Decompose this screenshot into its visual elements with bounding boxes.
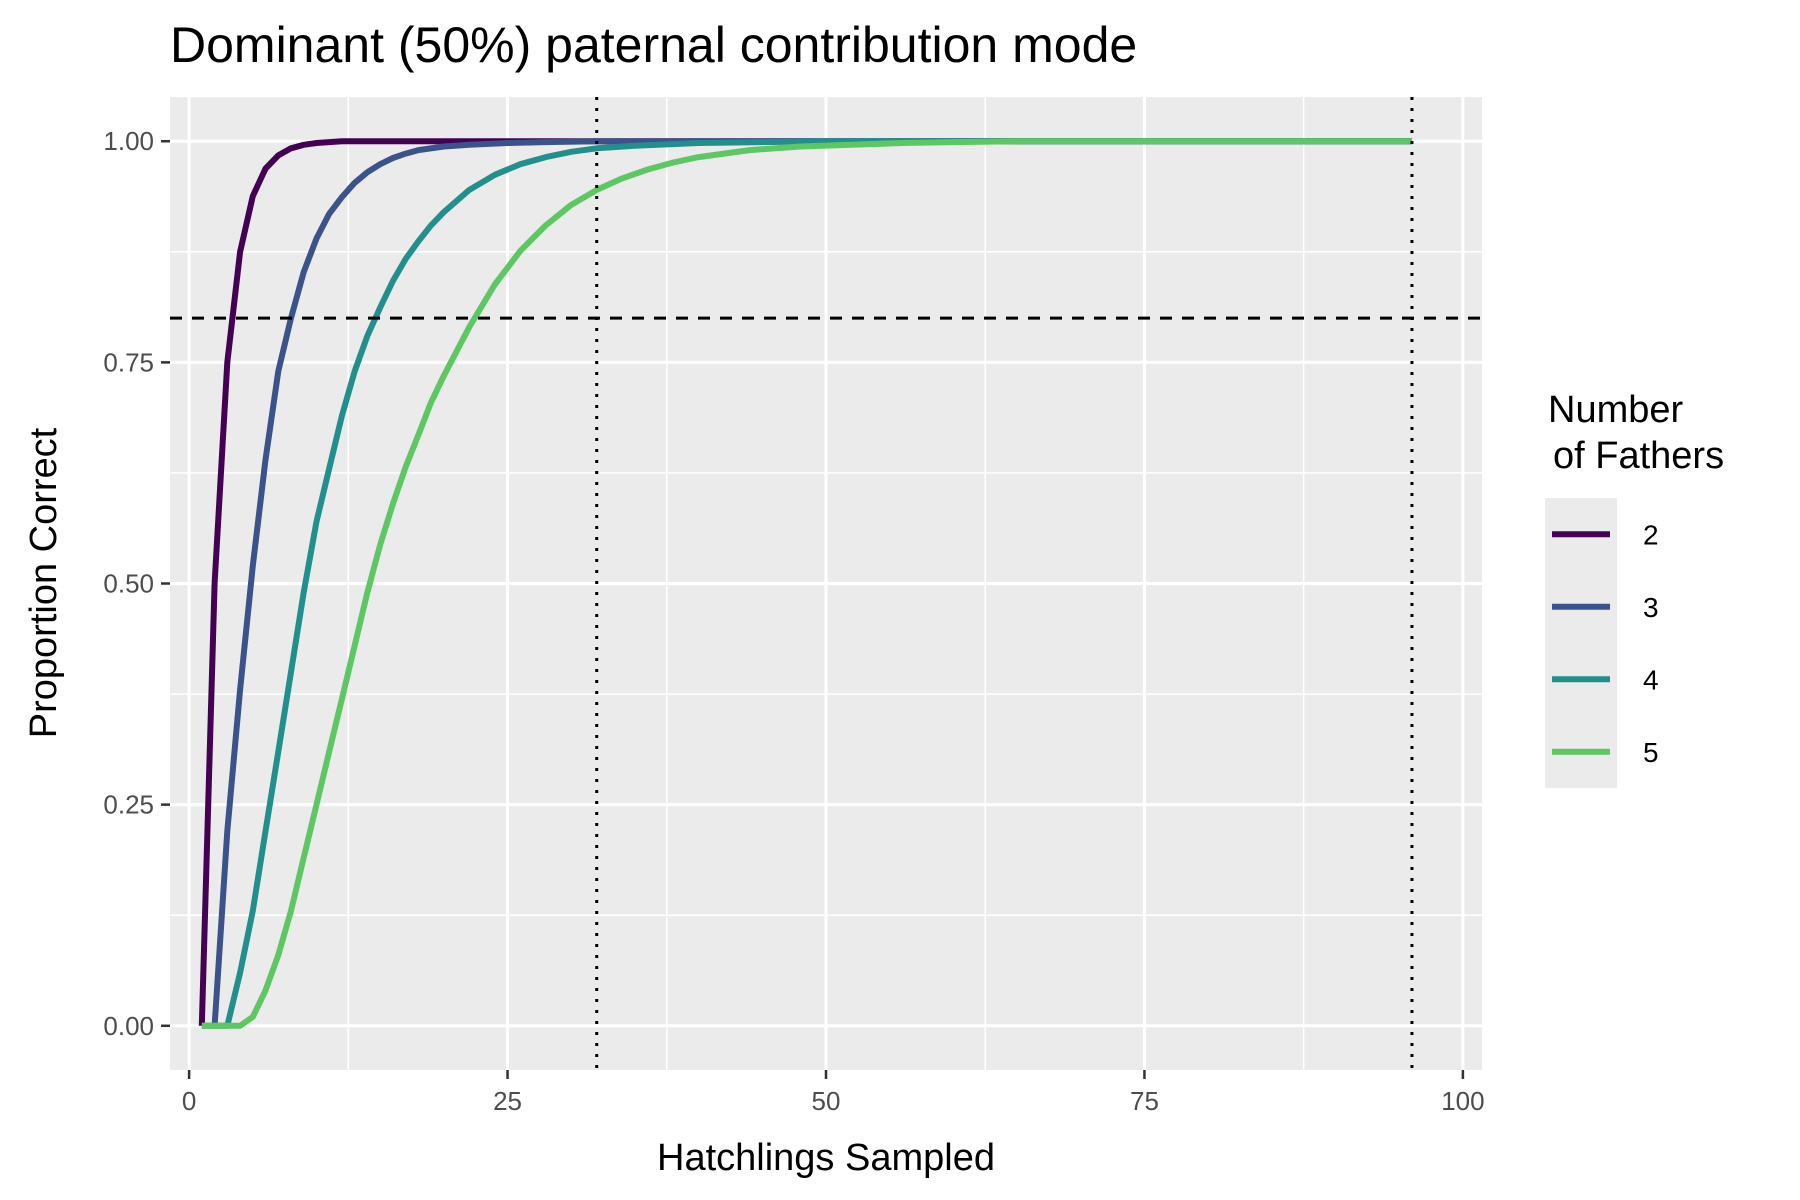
legend-key-background	[1545, 498, 1617, 788]
y-axis-title: Proportion Correct	[23, 427, 65, 738]
x-axis-title: Hatchlings Sampled	[657, 1137, 995, 1179]
y-tick-label: 0.50	[103, 569, 154, 599]
x-axis: 0 25 50 75 100	[182, 1070, 1485, 1116]
legend-label-2: 2	[1643, 519, 1659, 550]
legend-label-3: 3	[1643, 592, 1659, 623]
legend-label-4: 4	[1643, 664, 1659, 695]
y-axis: 0.00 0.25 0.50 0.75 1.00	[103, 126, 170, 1041]
y-tick-label: 0.00	[103, 1011, 154, 1041]
y-tick-label: 0.25	[103, 790, 154, 820]
y-tick-label: 0.75	[103, 347, 154, 377]
y-tick-label: 1.00	[103, 126, 154, 156]
x-tick-label: 75	[1130, 1086, 1159, 1116]
legend-title-line1: Number	[1548, 389, 1683, 431]
x-tick-label: 25	[493, 1086, 522, 1116]
x-tick-label: 0	[182, 1086, 196, 1116]
legend-title-line2: of Fathers	[1553, 435, 1724, 477]
legend: Number of Fathers 2 3 4 5	[1545, 389, 1724, 788]
x-tick-label: 50	[812, 1086, 841, 1116]
legend-label-5: 5	[1643, 737, 1659, 768]
x-tick-label: 100	[1441, 1086, 1484, 1116]
chart-title: Dominant (50%) paternal contribution mod…	[170, 17, 1137, 73]
